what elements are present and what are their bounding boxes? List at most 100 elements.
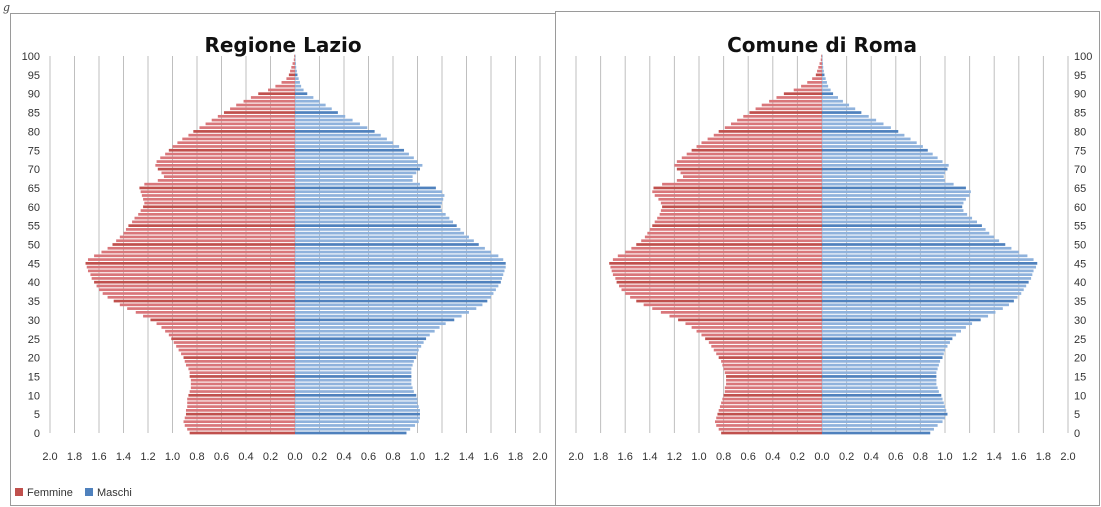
bar-maschi-age-76 [822,145,923,148]
bar-femmine-age-1 [187,427,295,431]
bar-femmine-age-1 [718,427,822,431]
bar-femmine-age-12 [190,386,295,390]
bar-maschi-age-46 [822,258,1034,261]
bar-maschi-age-1 [295,427,411,431]
bar-maschi-age-81 [822,126,891,129]
x-tick-label: 1.6 [618,451,633,463]
bar-femmine-age-96 [290,69,295,73]
bar-maschi-age-73 [822,156,938,160]
bar-femmine-age-49 [107,246,295,250]
bar-femmine-age-80 [718,130,822,133]
bar-maschi-age-95 [295,73,298,77]
bar-maschi-age-87 [295,103,326,107]
bar-maschi-age-25 [295,337,427,341]
y-tick-label: 25 [1074,334,1086,346]
bar-maschi-age-54 [822,228,986,231]
bar-femmine-age-40 [616,280,822,284]
bar-maschi-age-32 [822,311,996,314]
bar-maschi-age-22 [822,348,945,352]
bar-femmine-age-50 [112,243,295,246]
bar-femmine-age-61 [660,201,822,205]
bar-maschi-age-5 [822,412,948,416]
x-tick-label: 1.0 [165,451,180,463]
bar-maschi-age-14 [295,378,412,382]
bar-maschi-age-83 [295,118,353,122]
y-tick-label: 95 [28,70,40,82]
bar-maschi-age-58 [822,212,968,216]
y-tick-label: 70 [1074,164,1086,176]
bar-femmine-age-43 [611,269,822,273]
x-tick-label: 0.6 [361,451,376,463]
bar-maschi-age-71 [295,163,423,167]
bar-femmine-age-96 [817,69,822,73]
bar-femmine-age-47 [94,254,295,258]
bar-maschi-age-12 [295,386,413,390]
bar-femmine-age-41 [91,277,296,280]
bar-maschi-age-0 [295,431,407,435]
x-tick-label: 0.6 [741,451,756,463]
bar-femmine-age-79 [713,133,822,137]
bar-maschi-age-69 [822,171,945,175]
y-tick-label: 40 [1074,277,1086,289]
bar-femmine-age-0 [189,431,295,435]
bar-maschi-age-10 [822,393,942,397]
bar-maschi-age-30 [822,318,981,322]
bar-maschi-age-41 [295,277,503,280]
bar-femmine-age-53 [123,231,295,235]
bar-femmine-age-16 [189,371,295,375]
bar-maschi-age-85 [822,111,862,114]
bar-maschi-age-57 [295,216,450,220]
bar-femmine-age-71 [155,163,295,167]
bar-maschi-age-31 [822,314,989,318]
bar-maschi-age-15 [822,375,937,378]
y-tick-label: 85 [28,108,40,120]
bar-maschi-age-66 [822,182,954,186]
bar-femmine-age-10 [188,393,295,397]
bar-maschi-age-20 [822,356,943,359]
bar-femmine-age-77 [701,141,822,145]
bar-femmine-age-78 [707,137,822,141]
bar-maschi-age-34 [822,303,1009,307]
bar-femmine-age-67 [676,179,822,182]
bar-femmine-age-91 [268,88,295,92]
bar-maschi-age-9 [822,397,943,401]
bar-femmine-age-27 [696,329,822,333]
y-tick-label: 90 [1074,89,1086,101]
bar-femmine-age-95 [288,73,295,77]
bar-maschi-age-13 [295,382,412,386]
bar-maschi-age-52 [295,235,469,239]
bar-maschi-age-65 [822,186,966,190]
bar-femmine-age-35 [113,299,295,303]
x-tick-label: 1.2 [434,451,449,463]
bar-maschi-age-42 [295,273,504,277]
bar-maschi-age-76 [295,145,400,148]
bar-maschi-age-39 [822,284,1027,288]
x-tick-label: 0.6 [888,451,903,463]
y-tick-label: 65 [1074,183,1086,195]
bar-femmine-age-70 [157,167,295,171]
bar-maschi-age-96 [295,69,297,73]
bar-maschi-age-18 [822,363,939,367]
bar-femmine-age-19 [184,360,295,363]
bar-femmine-age-38 [99,288,295,292]
x-tick-label: 0.2 [263,451,278,463]
bar-femmine-age-9 [187,397,295,401]
bar-femmine-age-34 [119,303,295,307]
bar-femmine-age-98 [819,62,822,65]
y-tick-label: 45 [28,258,40,270]
bar-femmine-age-92 [801,84,822,88]
y-tick-label: 25 [28,334,40,346]
y-tick-label: 60 [1074,202,1086,214]
bar-femmine-age-48 [101,250,295,254]
bar-femmine-age-74 [686,152,822,156]
bar-maschi-age-72 [295,160,418,163]
y-tick-label: 15 [28,371,40,383]
bar-femmine-age-59 [140,209,295,212]
y-tick-label: 10 [1074,390,1086,402]
bar-femmine-age-4 [716,416,822,420]
x-tick-label: 0.8 [913,451,928,463]
bar-femmine-age-52 [644,235,822,239]
bar-maschi-age-53 [295,231,465,235]
bar-femmine-age-23 [176,344,295,348]
bar-femmine-age-86 [755,107,822,111]
